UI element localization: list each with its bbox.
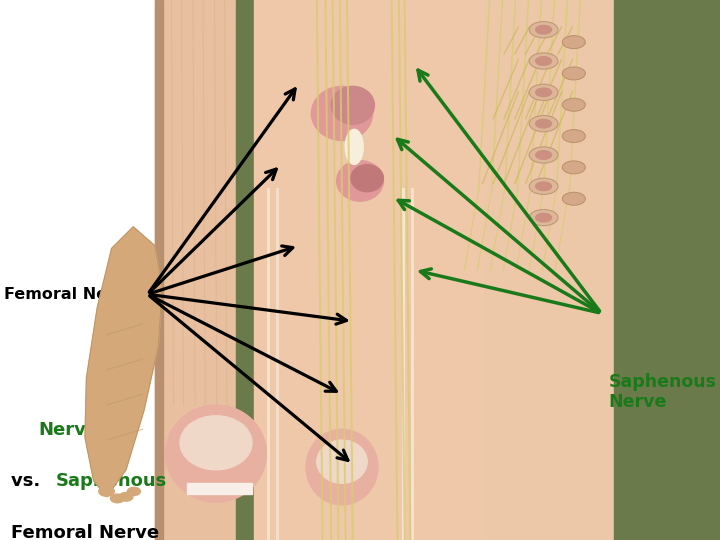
Ellipse shape xyxy=(529,147,558,163)
Ellipse shape xyxy=(536,25,552,34)
Ellipse shape xyxy=(529,178,558,194)
Ellipse shape xyxy=(351,165,383,192)
Ellipse shape xyxy=(536,182,552,191)
Ellipse shape xyxy=(562,98,585,111)
Bar xyxy=(155,0,720,540)
Text: vs.: vs. xyxy=(11,472,46,490)
Bar xyxy=(254,0,485,540)
Ellipse shape xyxy=(346,129,364,164)
Ellipse shape xyxy=(311,86,373,140)
Text: Saphenous
Nerve: Saphenous Nerve xyxy=(608,373,716,411)
Bar xyxy=(236,0,254,540)
Ellipse shape xyxy=(536,57,552,65)
Ellipse shape xyxy=(127,488,140,496)
Ellipse shape xyxy=(317,440,367,483)
Text: Nerve: Nerve xyxy=(38,421,99,439)
Ellipse shape xyxy=(562,192,585,205)
Ellipse shape xyxy=(562,67,585,80)
Text: Saphenous: Saphenous xyxy=(55,472,167,490)
Bar xyxy=(614,0,720,540)
Bar xyxy=(187,483,252,494)
Ellipse shape xyxy=(529,116,558,132)
Ellipse shape xyxy=(529,22,558,38)
Ellipse shape xyxy=(562,161,585,174)
Ellipse shape xyxy=(529,210,558,226)
Ellipse shape xyxy=(166,405,266,502)
Bar xyxy=(0,0,155,540)
Ellipse shape xyxy=(529,53,558,69)
Ellipse shape xyxy=(536,119,552,128)
Ellipse shape xyxy=(536,88,552,97)
Text: Femoral Nerve: Femoral Nerve xyxy=(11,524,159,540)
Ellipse shape xyxy=(562,130,585,143)
Polygon shape xyxy=(85,227,162,497)
Ellipse shape xyxy=(306,429,378,505)
Ellipse shape xyxy=(536,213,552,222)
Bar xyxy=(485,0,614,540)
Ellipse shape xyxy=(562,36,585,49)
Ellipse shape xyxy=(110,494,125,503)
Ellipse shape xyxy=(529,84,558,100)
Ellipse shape xyxy=(337,160,384,201)
Bar xyxy=(155,0,238,540)
Ellipse shape xyxy=(180,416,252,470)
Ellipse shape xyxy=(331,86,374,124)
Text: Femoral Nerve: Femoral Nerve xyxy=(4,287,136,302)
Ellipse shape xyxy=(536,151,552,159)
Ellipse shape xyxy=(99,487,114,496)
Bar xyxy=(155,0,163,540)
Ellipse shape xyxy=(119,492,133,501)
